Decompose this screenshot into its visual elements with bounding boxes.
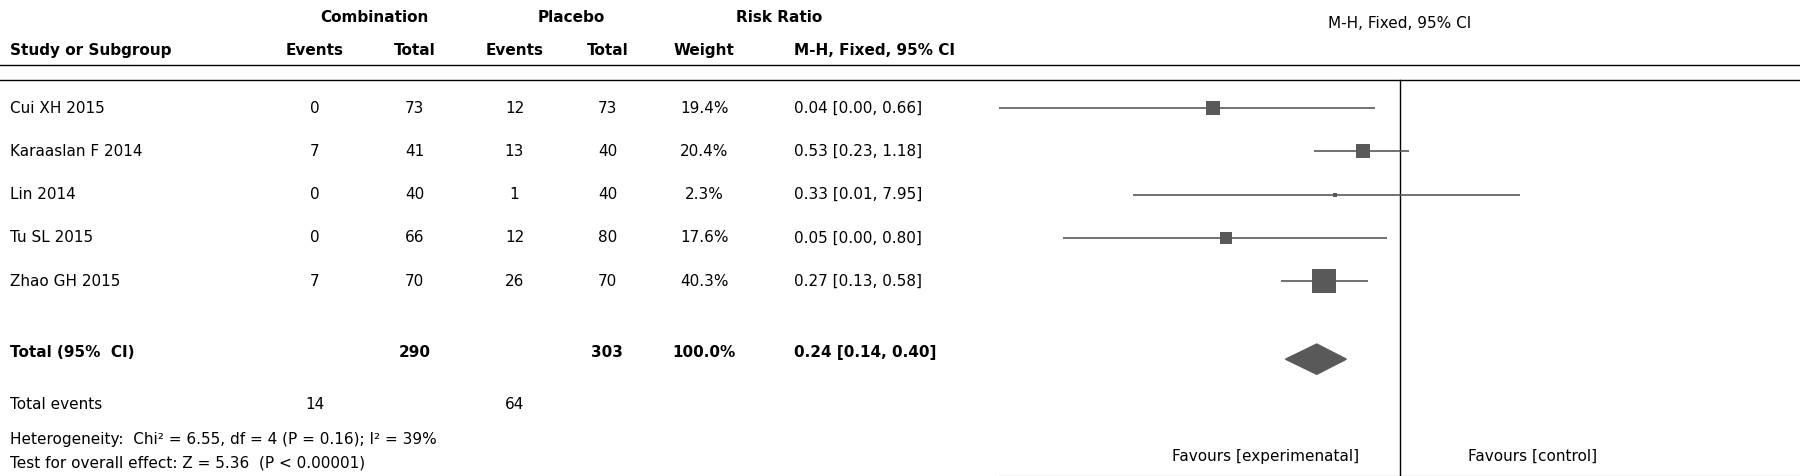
Text: 80: 80 bbox=[598, 230, 617, 246]
Text: M-H, Fixed, 95% CI: M-H, Fixed, 95% CI bbox=[794, 43, 956, 59]
Text: Total: Total bbox=[587, 43, 628, 59]
Text: 7: 7 bbox=[310, 144, 319, 159]
Text: 73: 73 bbox=[405, 101, 425, 116]
Text: Favours [control]: Favours [control] bbox=[1469, 449, 1598, 464]
Text: Risk Ratio: Risk Ratio bbox=[736, 10, 823, 25]
Text: 0.05 [0.00, 0.80]: 0.05 [0.00, 0.80] bbox=[794, 230, 922, 246]
Text: 0: 0 bbox=[310, 230, 319, 246]
Text: 2.3%: 2.3% bbox=[684, 187, 724, 202]
Text: 40: 40 bbox=[598, 187, 617, 202]
Text: Lin 2014: Lin 2014 bbox=[11, 187, 76, 202]
Text: 0.53 [0.23, 1.18]: 0.53 [0.23, 1.18] bbox=[794, 144, 922, 159]
Text: 73: 73 bbox=[598, 101, 617, 116]
Text: Test for overall effect: Z = 5.36  (P < 0.00001): Test for overall effect: Z = 5.36 (P < 0… bbox=[11, 456, 365, 470]
Text: Heterogeneity:  Chi² = 6.55, df = 4 (P = 0.16); I² = 39%: Heterogeneity: Chi² = 6.55, df = 4 (P = … bbox=[11, 432, 437, 446]
Text: 0.24 [0.14, 0.40]: 0.24 [0.14, 0.40] bbox=[794, 345, 936, 360]
Text: Events: Events bbox=[486, 43, 544, 59]
Text: Zhao GH 2015: Zhao GH 2015 bbox=[11, 274, 121, 289]
Text: Events: Events bbox=[286, 43, 344, 59]
Text: Placebo: Placebo bbox=[538, 10, 605, 25]
Text: 1: 1 bbox=[509, 187, 518, 202]
Text: 20.4%: 20.4% bbox=[680, 144, 729, 159]
Text: Combination: Combination bbox=[320, 10, 428, 25]
Text: 40: 40 bbox=[598, 144, 617, 159]
Text: Study or Subgroup: Study or Subgroup bbox=[11, 43, 171, 59]
Text: 26: 26 bbox=[504, 274, 524, 289]
Polygon shape bbox=[1285, 344, 1346, 374]
Text: 40: 40 bbox=[405, 187, 425, 202]
Text: Total events: Total events bbox=[11, 397, 103, 412]
Text: 0.33 [0.01, 7.95]: 0.33 [0.01, 7.95] bbox=[794, 187, 922, 202]
Text: 14: 14 bbox=[304, 397, 324, 412]
Text: 0: 0 bbox=[310, 101, 319, 116]
Text: 17.6%: 17.6% bbox=[680, 230, 729, 246]
Text: 64: 64 bbox=[504, 397, 524, 412]
Text: Weight: Weight bbox=[673, 43, 734, 59]
Text: Karaaslan F 2014: Karaaslan F 2014 bbox=[11, 144, 142, 159]
Text: 0: 0 bbox=[310, 187, 319, 202]
Text: 41: 41 bbox=[405, 144, 425, 159]
Text: 290: 290 bbox=[398, 345, 430, 360]
Text: 66: 66 bbox=[405, 230, 425, 246]
Text: M-H, Fixed, 95% CI: M-H, Fixed, 95% CI bbox=[1328, 16, 1471, 31]
Text: Tu SL 2015: Tu SL 2015 bbox=[11, 230, 94, 246]
Text: 12: 12 bbox=[504, 101, 524, 116]
Text: 70: 70 bbox=[405, 274, 425, 289]
Text: 40.3%: 40.3% bbox=[680, 274, 729, 289]
Text: Cui XH 2015: Cui XH 2015 bbox=[11, 101, 104, 116]
Text: 19.4%: 19.4% bbox=[680, 101, 729, 116]
Text: 100.0%: 100.0% bbox=[673, 345, 736, 360]
Text: 7: 7 bbox=[310, 274, 319, 289]
Text: 13: 13 bbox=[504, 144, 524, 159]
Text: 12: 12 bbox=[504, 230, 524, 246]
Text: 0.04 [0.00, 0.66]: 0.04 [0.00, 0.66] bbox=[794, 101, 922, 116]
Text: 0.27 [0.13, 0.58]: 0.27 [0.13, 0.58] bbox=[794, 274, 922, 289]
Text: Favours [experimenatal]: Favours [experimenatal] bbox=[1172, 449, 1359, 464]
Text: Total (95%  CI): Total (95% CI) bbox=[11, 345, 135, 360]
Text: 70: 70 bbox=[598, 274, 617, 289]
Text: Total: Total bbox=[394, 43, 436, 59]
Text: 303: 303 bbox=[592, 345, 623, 360]
